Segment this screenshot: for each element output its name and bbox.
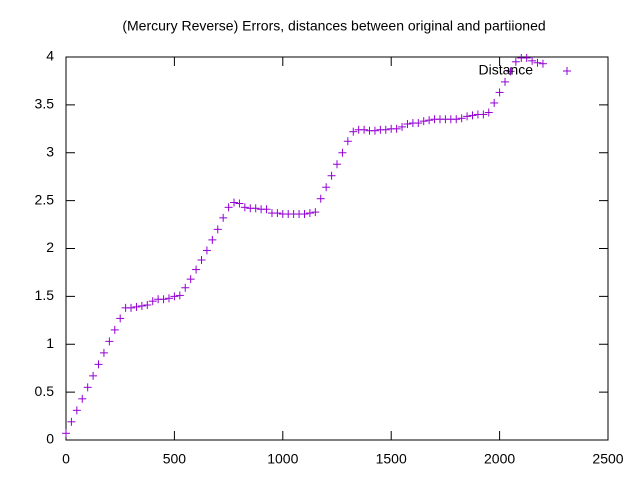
- data-point: [159, 295, 168, 304]
- legend-label: Distance: [479, 62, 534, 78]
- data-point: [89, 371, 98, 380]
- data-point: [110, 325, 119, 334]
- data-point: [370, 126, 379, 135]
- data-point: [484, 108, 493, 117]
- y-tick-label: 0.5: [35, 383, 55, 399]
- data-point: [333, 160, 341, 169]
- data-point: [235, 199, 244, 208]
- data-point: [99, 348, 108, 357]
- data-point: [522, 53, 531, 62]
- data-point: [148, 297, 157, 306]
- data-point: [316, 194, 325, 203]
- data-point: [338, 148, 347, 157]
- data-point: [490, 98, 499, 107]
- data-point: [202, 246, 211, 255]
- data-point: [327, 171, 336, 180]
- data-point: [425, 116, 434, 125]
- x-tick-label: 2500: [592, 451, 623, 467]
- data-point: [137, 301, 146, 310]
- data-point: [181, 283, 190, 292]
- data-point: [251, 204, 260, 213]
- data-point: [511, 57, 520, 66]
- y-tick-label: 1: [46, 335, 54, 351]
- data-point: [83, 383, 92, 392]
- data-point: [72, 406, 81, 415]
- data-point: [132, 302, 141, 311]
- data-point: [273, 209, 282, 218]
- data-point: [262, 205, 271, 214]
- data-point: [349, 127, 358, 136]
- data-point: [506, 67, 515, 76]
- data-point: [197, 255, 206, 264]
- data-point: [224, 203, 233, 212]
- data-point: [62, 429, 70, 438]
- x-tick-label: 1500: [376, 451, 407, 467]
- data-point: [240, 203, 249, 212]
- data-point: [78, 394, 87, 403]
- data-point: [305, 209, 314, 218]
- data-point: [311, 208, 320, 217]
- data-point: [105, 337, 114, 346]
- x-tick-label: 2000: [484, 451, 515, 467]
- data-point: [381, 125, 390, 134]
- data-point: [186, 275, 195, 284]
- data-point: [398, 122, 407, 131]
- data-point: [322, 183, 331, 192]
- y-tick-label: 3: [46, 143, 54, 159]
- y-tick-label: 0: [46, 431, 54, 447]
- y-tick-label: 3.5: [35, 96, 55, 112]
- x-tick-label: 1000: [267, 451, 298, 467]
- legend-marker: [563, 67, 571, 75]
- data-point: [170, 292, 179, 301]
- data-point: [452, 115, 461, 124]
- x-tick-label: 500: [163, 451, 187, 467]
- data-point: [192, 265, 201, 274]
- y-tick-label: 2: [46, 239, 54, 255]
- data-point: [463, 112, 472, 121]
- data-point: [360, 125, 369, 134]
- data-point: [419, 117, 428, 126]
- data-point: [230, 198, 239, 207]
- data-point: [94, 360, 103, 369]
- data-point: [533, 58, 542, 67]
- data-point: [116, 314, 125, 323]
- data-point: [164, 294, 173, 303]
- data-point: [175, 291, 184, 300]
- data-point: [468, 111, 477, 120]
- data-point: [479, 110, 488, 119]
- y-tick-label: 2.5: [35, 191, 55, 207]
- data-point: [538, 59, 547, 68]
- data-point: [219, 213, 228, 222]
- data-point: [457, 114, 466, 123]
- data-point: [127, 303, 136, 312]
- data-point: [300, 210, 309, 219]
- chart-title: (Mercury Reverse) Errors, distances betw…: [122, 18, 545, 34]
- data-point: [501, 77, 510, 86]
- data-point: [414, 119, 423, 128]
- data-point: [343, 137, 352, 146]
- data-point: [208, 235, 217, 244]
- y-tick-label: 1.5: [35, 287, 55, 303]
- data-point: [213, 225, 222, 234]
- data-point: [392, 124, 401, 133]
- y-tick-label: 4: [46, 48, 54, 64]
- data-point: [143, 300, 152, 309]
- data-point: [403, 120, 412, 129]
- x-tick-label: 0: [62, 451, 70, 467]
- data-point: [495, 88, 504, 97]
- data-point: [528, 56, 537, 65]
- data-point: [67, 417, 76, 426]
